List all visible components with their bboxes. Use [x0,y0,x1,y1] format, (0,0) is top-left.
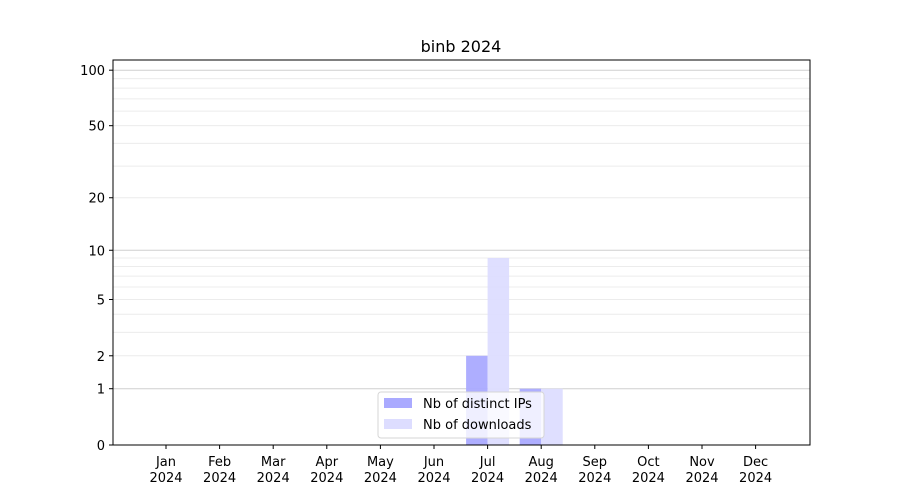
y-tick-label: 5 [97,293,105,308]
legend-label: Nb of downloads [423,418,532,433]
legend-label: Nb of distinct IPs [423,397,532,412]
x-tick-label: Jun 2024 [417,455,450,486]
y-tick-label: 100 [80,64,105,79]
x-tick-label: Jul 2024 [471,455,504,486]
legend-swatch [384,419,412,429]
y-tick-label: 10 [88,244,105,259]
y-tick-label: 2 [97,350,105,365]
x-tick-label: Jan 2024 [149,455,182,486]
chart-title: binb 2024 [421,37,502,56]
x-tick-label: Sep 2024 [578,455,611,486]
plot-frame [112,59,811,446]
x-tick-label: Oct 2024 [632,455,665,486]
y-tick-label: 50 [88,120,105,135]
x-tick-label: Apr 2024 [310,455,343,486]
x-tick-label: Feb 2024 [203,455,236,486]
bar-downloads [541,388,563,445]
y-tick-label: 1 [97,383,105,398]
x-tick-label: Nov 2024 [685,455,718,486]
x-tick-label: May 2024 [364,455,397,486]
y-tick-label: 20 [88,192,105,207]
legend-box [377,391,545,439]
y-tick-label: 0 [97,439,105,454]
x-tick-label: Aug 2024 [525,455,558,486]
x-tick-label: Dec 2024 [739,455,772,486]
x-tick-label: Mar 2024 [257,455,290,486]
legend-swatch [384,398,412,408]
legend: Nb of distinct IPs Nb of downloads [377,391,545,439]
